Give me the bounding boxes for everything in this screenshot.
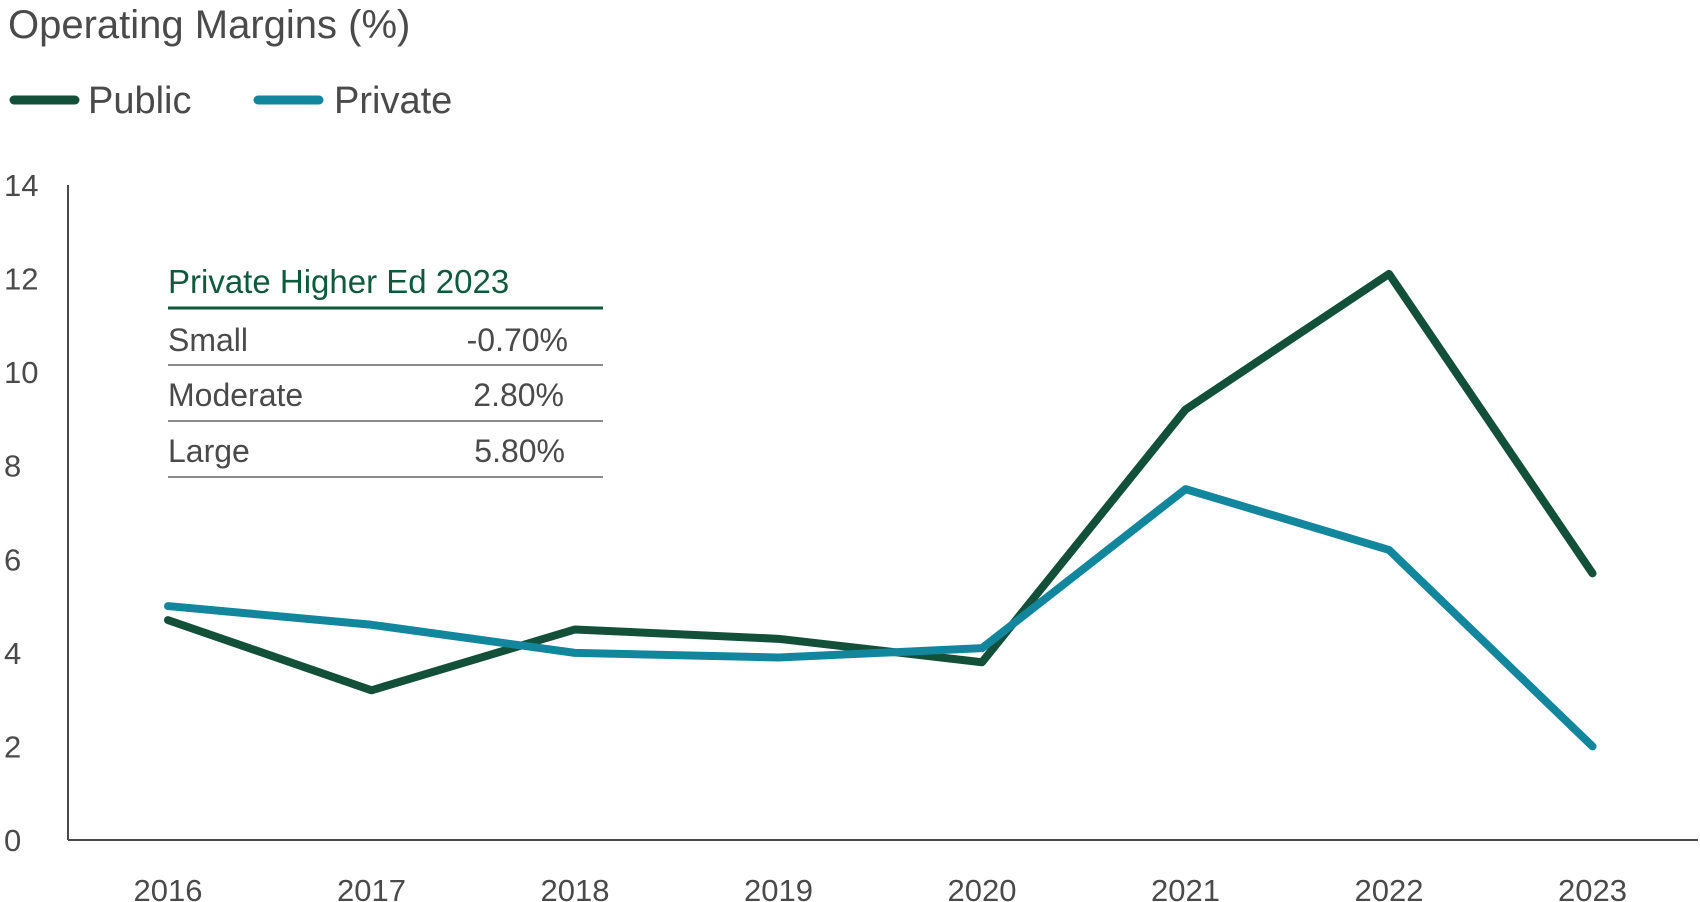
y-axis-tick-label: 2 [4,729,21,764]
inset-table-label-moderate: Moderate [168,377,303,413]
legend-item-public: Public [9,80,192,122]
x-axis-tick-label: 2016 [134,873,203,902]
inset-table-title: Private Higher Ed 2023 [168,263,509,300]
y-axis-tick-label: 8 [4,449,21,484]
inset-table-label-large: Large [168,433,250,469]
y-axis-tick-label: 6 [4,542,21,577]
inset-table-value-small: -0.70% [467,322,568,358]
series-line-private [164,485,1597,751]
y-axis-tick-label: 14 [4,168,38,203]
y-axis-tick-label: 12 [4,262,38,297]
legend-item-private: Private [253,80,452,122]
x-axis-ticks: 2016 2017 2018 2019 2020 2021 2022 2023 [134,873,1627,902]
chart-legend: Public Private [9,80,452,122]
legend-label-private: Private [334,80,452,122]
chart-title: Operating Margins (%) [8,3,410,47]
y-axis-tick-label: 4 [4,636,21,671]
x-axis-tick-label: 2021 [1151,873,1220,902]
inset-table-value-large: 5.80% [474,433,565,469]
x-axis-tick-label: 2018 [541,873,610,902]
inset-table-label-small: Small [168,322,248,358]
legend-label-public: Public [88,80,192,122]
private-higher-ed-2023-table: Private Higher Ed 2023 Small -0.70% Mode… [168,263,603,478]
x-axis-tick-label: 2020 [948,873,1017,902]
y-axis-tick-label: 0 [4,823,21,858]
x-axis-tick-label: 2023 [1558,873,1627,902]
x-axis-tick-label: 2019 [744,873,813,902]
y-axis-tick-label: 10 [4,355,38,390]
series-lines [164,269,1597,751]
x-axis-tick-label: 2017 [337,873,406,902]
x-axis-tick-label: 2022 [1355,873,1424,902]
inset-table-value-moderate: 2.80% [473,377,564,413]
y-axis-ticks: 0 2 4 6 8 10 12 14 [4,168,38,858]
